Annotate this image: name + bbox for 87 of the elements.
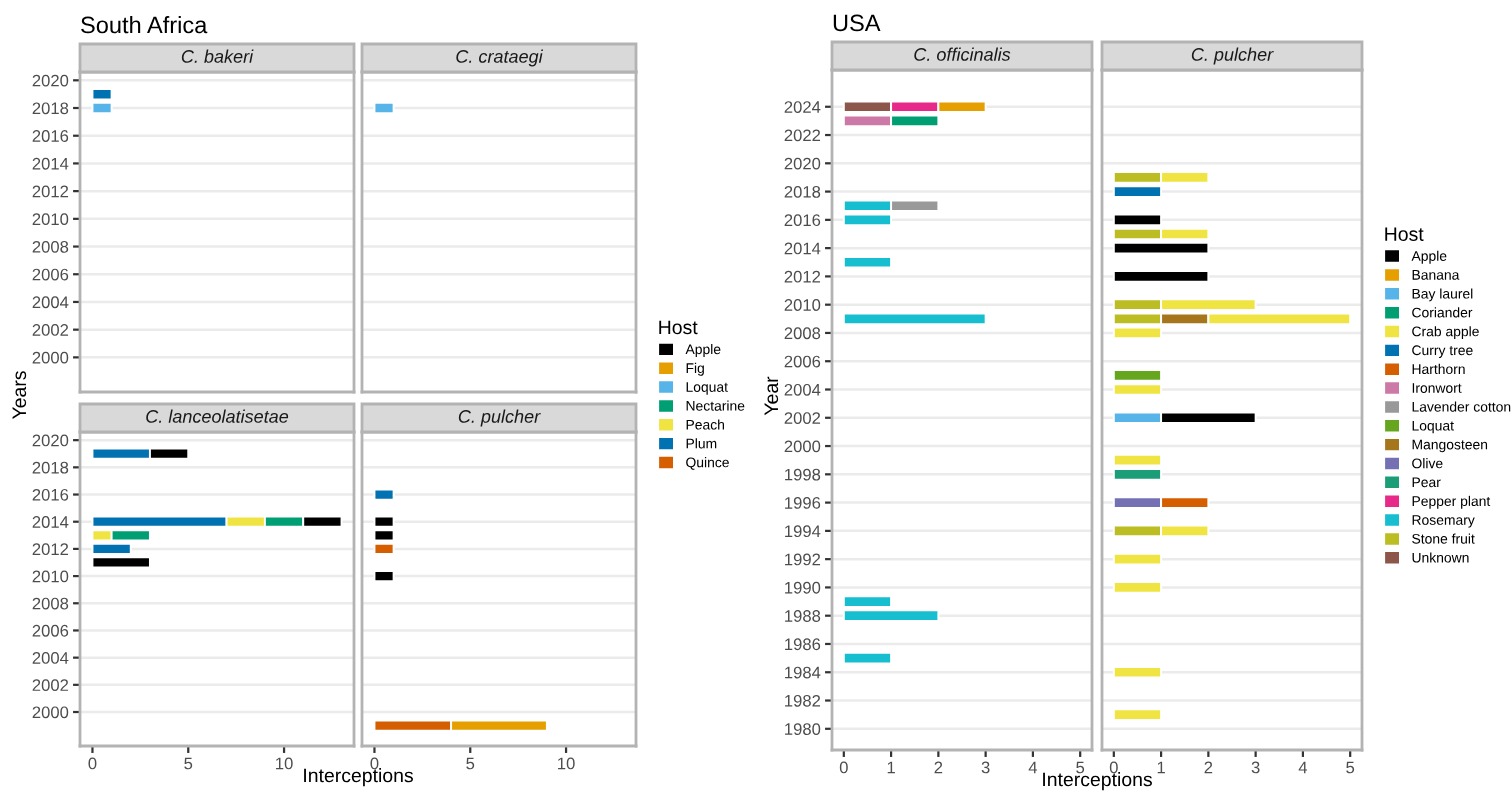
- x-tick-label: 2: [934, 761, 943, 774]
- y-tick-label: 2018: [32, 461, 69, 474]
- y-tick-label: 2020: [32, 74, 69, 87]
- bar: [842, 312, 987, 326]
- y-tick-label: 1992: [785, 553, 821, 566]
- y-tick-label: 1990: [785, 581, 821, 594]
- chart-title: C. bakeri: [181, 49, 254, 63]
- x-tick-label: 0: [1109, 761, 1118, 774]
- y-tick-label: 2004: [784, 383, 821, 396]
- x-tick-label: 0: [370, 757, 379, 770]
- y-tick-label: 2012: [784, 270, 821, 283]
- y-tick-label: 2002: [784, 412, 821, 424]
- chart-title: C. officinalis: [914, 47, 1011, 61]
- y-tick-label: 1982: [785, 694, 821, 707]
- bar: [1112, 708, 1163, 721]
- y-tick-label: 2018: [32, 102, 69, 115]
- x-tick-label: 4: [1028, 761, 1038, 774]
- x-tick-label: 3: [981, 761, 990, 774]
- chart-title: C. crataegi: [456, 49, 544, 67]
- y-tick-label: 1994: [785, 525, 821, 538]
- chart-title: C. lanceolatisetae: [146, 409, 289, 423]
- y-tick-label: 2008: [32, 240, 69, 253]
- text: South Africa: [81, 15, 208, 34]
- y-tick-label: 1980: [785, 723, 821, 735]
- bar: [1112, 552, 1163, 566]
- bar: [373, 488, 395, 501]
- x-tick-label: 10: [558, 757, 575, 770]
- y-tick-label: 2022: [784, 129, 821, 142]
- y-tick-label: 2014: [784, 242, 821, 255]
- y-tick-label: 2020: [32, 434, 69, 447]
- bar: [842, 651, 893, 665]
- y-tick-label: 2004: [32, 296, 69, 309]
- text: USA: [833, 14, 881, 32]
- y-tick-label: 2000: [784, 440, 821, 453]
- y-tick-label: 2006: [784, 355, 821, 368]
- y-tick-label: 2018: [784, 185, 821, 198]
- y-tick-label: 2014: [32, 516, 69, 528]
- y-tick-label: 2014: [32, 157, 69, 170]
- y-tick-label: 2012: [32, 185, 69, 198]
- y-tick-label: 2024: [784, 101, 821, 113]
- x-tick-label: 1: [1157, 761, 1165, 774]
- bar: [1112, 665, 1163, 679]
- chart-title: C. pulcher: [458, 409, 541, 427]
- x-tick-label: 0: [88, 757, 97, 770]
- y-tick-label: 2000: [32, 351, 69, 364]
- y-tick-label: 2010: [32, 570, 69, 583]
- y-tick-label: 1988: [785, 610, 821, 622]
- y-tick-label: 2000: [32, 706, 69, 719]
- bar: [373, 570, 395, 583]
- x-axis-title: Interceptions: [304, 768, 413, 787]
- x-axis-title: Interceptions: [1043, 772, 1152, 791]
- bar: [842, 255, 893, 269]
- y-tick-label: 2016: [32, 130, 69, 142]
- y-tick-label: 2010: [32, 213, 69, 226]
- x-tick-label: 10: [276, 757, 293, 770]
- y-tick-label: 2008: [32, 597, 69, 610]
- y-tick-label: 1996: [785, 497, 821, 509]
- x-tick-label: 4: [1298, 761, 1308, 774]
- x-tick-label: 0: [839, 761, 848, 774]
- y-axis-title: Year: [764, 376, 779, 416]
- legend-title: Host: [1385, 227, 1424, 241]
- y-tick-label: 2016: [32, 488, 69, 501]
- y-tick-label: 2012: [32, 543, 69, 556]
- y-axis-title: Years: [12, 371, 27, 420]
- chart-title: C. pulcher: [1191, 47, 1274, 65]
- bar: [1112, 581, 1163, 594]
- y-tick-label: 2002: [32, 324, 69, 336]
- y-tick-label: 1986: [785, 638, 821, 651]
- y-tick-label: 2006: [32, 624, 69, 637]
- y-tick-label: 2008: [784, 327, 821, 340]
- x-tick-label: 5: [184, 757, 193, 770]
- y-tick-label: 1984: [785, 666, 821, 679]
- y-tick-label: 2002: [32, 679, 69, 692]
- y-tick-label: 2004: [32, 652, 69, 664]
- x-tick-label: 5: [466, 757, 475, 770]
- bar: [1112, 270, 1210, 283]
- x-tick-label: 5: [1346, 761, 1355, 774]
- y-tick-label: 2020: [784, 157, 821, 170]
- y-tick-label: 2010: [784, 299, 821, 311]
- y-tick-label: 1998: [785, 468, 821, 481]
- legend-title: Host: [659, 320, 698, 335]
- y-tick-label: 2016: [784, 214, 821, 227]
- x-tick-label: 2: [1204, 761, 1213, 774]
- x-tick-label: 3: [1251, 761, 1260, 774]
- x-tick-label: 1: [887, 761, 895, 774]
- x-tick-label: 5: [1076, 761, 1085, 774]
- y-tick-label: 2006: [32, 268, 69, 281]
